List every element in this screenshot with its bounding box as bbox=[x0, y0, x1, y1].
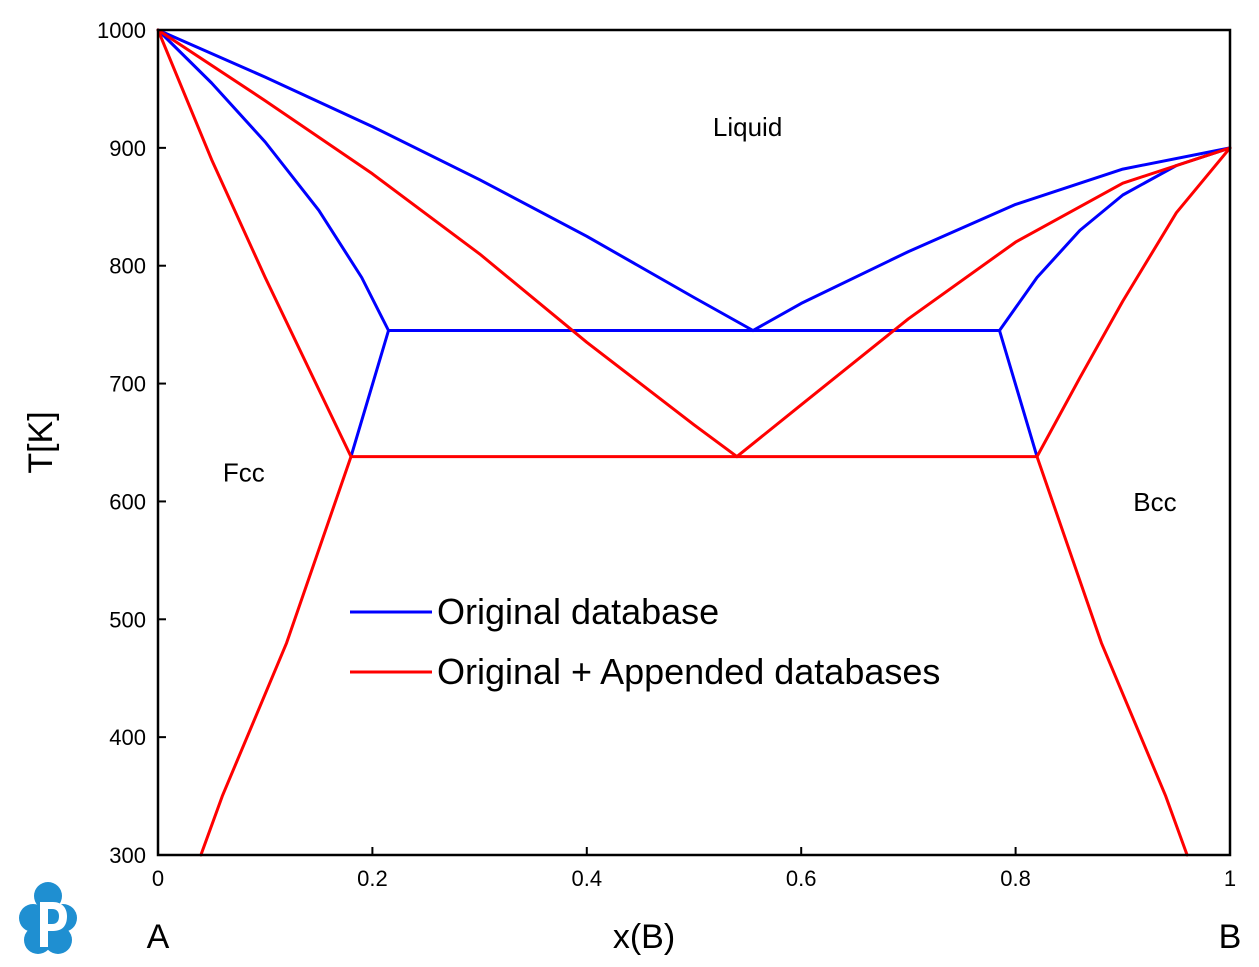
series-0-line-1 bbox=[156, 28, 390, 332]
series-1-line-3 bbox=[1035, 146, 1232, 459]
x-axis-title: x(B) bbox=[613, 918, 675, 956]
tick-layer: 0 0.2 0.4 0.6 0.8 1 300 400 500 600 700 800 900 1000 bbox=[97, 18, 1236, 891]
series-1-line-2 bbox=[735, 146, 1232, 459]
y-axis-title: T[K] bbox=[22, 411, 60, 473]
y-tick-label: 600 bbox=[109, 489, 146, 514]
series-1-line-1 bbox=[156, 28, 353, 459]
series-1-line-5 bbox=[199, 455, 353, 857]
component-b-label: B bbox=[1219, 918, 1242, 956]
region-label-fcc: Fcc bbox=[223, 457, 265, 487]
x-tick-label: 0.8 bbox=[1000, 866, 1031, 891]
series-1-line-0 bbox=[156, 28, 739, 459]
x-tick-label: 0.2 bbox=[357, 866, 388, 891]
series-0-line-3 bbox=[998, 146, 1232, 332]
y-tick-label: 300 bbox=[109, 843, 146, 868]
series-0-line-2 bbox=[751, 146, 1232, 332]
legend: Original database Original + Appended da… bbox=[350, 591, 940, 692]
series-0-line-6 bbox=[998, 329, 1039, 459]
plot-frame bbox=[156, 28, 1232, 857]
logo-icon bbox=[19, 882, 77, 954]
x-tick-label: 0.6 bbox=[786, 866, 817, 891]
x-tick-label: 1 bbox=[1224, 866, 1236, 891]
x-tick-label: 0.4 bbox=[572, 866, 603, 891]
legend-label-appended: Original + Appended databases bbox=[437, 651, 940, 692]
y-tick-label: 900 bbox=[109, 136, 146, 161]
x-tick-label: 0 bbox=[152, 866, 164, 891]
series-0-line-0 bbox=[156, 28, 755, 332]
component-a-label: A bbox=[147, 918, 170, 956]
y-tick-label: 800 bbox=[109, 254, 146, 279]
y-tick-label: 400 bbox=[109, 725, 146, 750]
region-label-layer: Liquid Fcc Bcc bbox=[223, 112, 1177, 517]
series-0-line-5 bbox=[349, 329, 390, 459]
legend-label-original: Original database bbox=[437, 591, 719, 632]
series-1-line-6 bbox=[1035, 455, 1189, 857]
y-tick-label: 500 bbox=[109, 607, 146, 632]
y-tick-label: 700 bbox=[109, 372, 146, 397]
series-layer bbox=[156, 28, 1232, 857]
y-tick-label: 1000 bbox=[97, 18, 146, 43]
region-label-bcc: Bcc bbox=[1133, 487, 1176, 517]
region-label-liquid: Liquid bbox=[713, 112, 782, 142]
